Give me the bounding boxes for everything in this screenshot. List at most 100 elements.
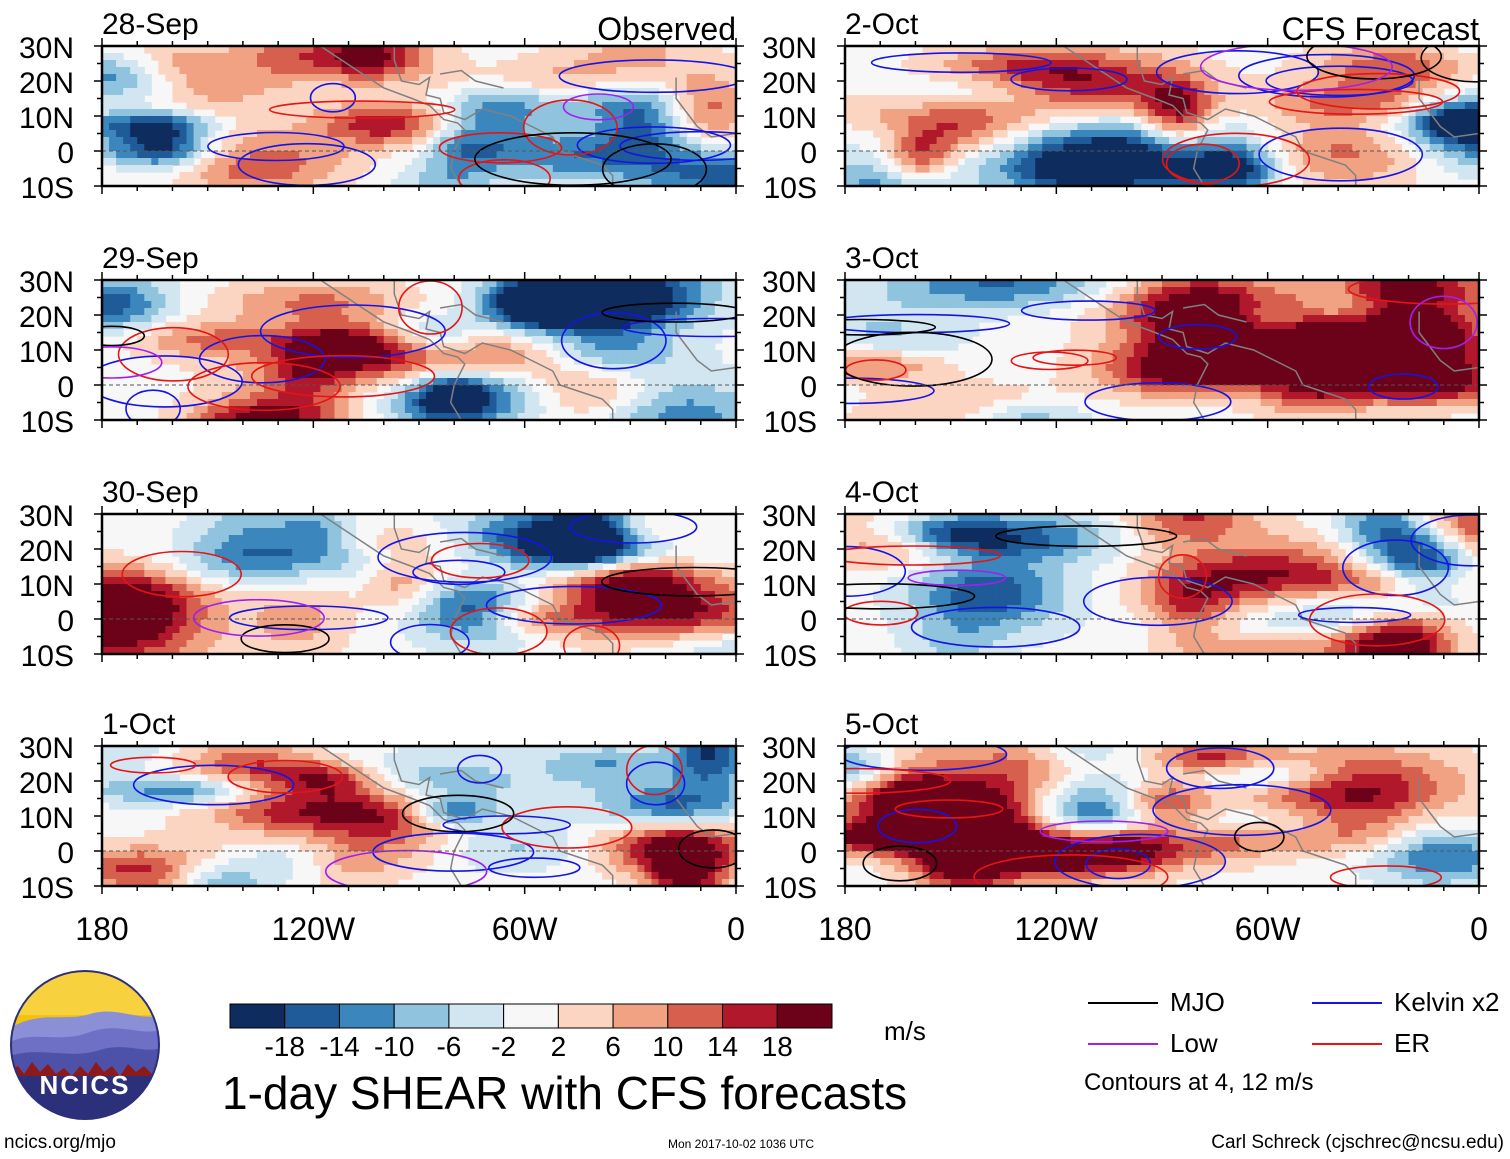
shear-cell bbox=[693, 294, 702, 302]
shear-cell bbox=[559, 81, 568, 89]
shear-cell bbox=[630, 598, 638, 606]
shear-cell bbox=[292, 591, 300, 599]
shear-cell bbox=[686, 67, 695, 75]
shear-cell bbox=[123, 563, 131, 571]
shear-cell bbox=[242, 343, 251, 351]
shear-cell bbox=[566, 172, 575, 180]
shear-cell bbox=[242, 619, 251, 627]
shear-cell bbox=[454, 605, 462, 613]
shear-cell bbox=[137, 95, 145, 103]
shear-cell bbox=[552, 598, 561, 606]
shear-cell bbox=[376, 280, 385, 288]
shear-cell bbox=[249, 647, 258, 654]
shear-cell bbox=[419, 151, 427, 159]
shear-cell bbox=[693, 605, 702, 613]
shear-cell bbox=[109, 591, 117, 599]
shear-cell bbox=[440, 406, 448, 414]
shear-cell bbox=[221, 308, 230, 316]
shear-cell bbox=[271, 542, 279, 550]
shear-cell bbox=[693, 336, 702, 344]
shear-cell bbox=[630, 315, 638, 323]
shear-cell bbox=[397, 563, 406, 571]
shear-cell bbox=[214, 357, 223, 365]
shear-cell bbox=[588, 67, 596, 75]
shear-cell bbox=[102, 612, 110, 620]
shear-cell bbox=[376, 371, 385, 379]
shear-cell bbox=[292, 95, 300, 103]
shear-cell bbox=[552, 563, 561, 571]
shear-cell bbox=[348, 514, 357, 522]
shear-cell bbox=[707, 294, 716, 302]
shear-cell bbox=[172, 612, 181, 620]
shear-cell bbox=[433, 633, 441, 641]
shear-cell bbox=[482, 406, 491, 414]
shear-cell bbox=[482, 350, 491, 358]
shear-cell bbox=[693, 392, 702, 400]
shear-cell bbox=[179, 570, 188, 578]
shear-cell bbox=[376, 74, 385, 82]
shear-cell bbox=[355, 123, 364, 131]
shear-cell bbox=[426, 626, 434, 634]
shear-cell bbox=[602, 570, 610, 578]
shear-cell bbox=[207, 336, 216, 344]
shear-cell bbox=[440, 179, 448, 186]
shear-cell bbox=[123, 570, 131, 578]
shear-cell bbox=[256, 81, 265, 89]
shear-cell bbox=[672, 619, 681, 627]
shear-cell bbox=[531, 315, 540, 323]
shear-cell bbox=[271, 151, 279, 159]
shear-cell bbox=[271, 294, 279, 302]
shear-cell bbox=[517, 301, 526, 309]
shear-cell bbox=[679, 746, 688, 754]
shear-cell bbox=[165, 123, 174, 131]
shear-cell bbox=[306, 406, 314, 414]
shear-cell bbox=[419, 95, 427, 103]
shear-cell bbox=[200, 123, 209, 131]
shear-cell bbox=[566, 577, 575, 585]
shear-cell bbox=[327, 158, 336, 166]
shear-cell bbox=[588, 577, 596, 585]
shear-cell bbox=[602, 385, 610, 393]
shear-cell bbox=[228, 109, 237, 117]
shear-cell bbox=[665, 179, 674, 186]
coastline bbox=[675, 311, 736, 372]
shear-cell bbox=[468, 598, 476, 606]
shear-cell bbox=[672, 378, 681, 386]
shear-cell bbox=[130, 605, 138, 613]
shear-cell bbox=[573, 95, 582, 103]
shear-cell bbox=[559, 371, 568, 379]
shear-cell bbox=[637, 633, 646, 641]
shear-cell bbox=[721, 172, 730, 180]
shear-cell bbox=[538, 294, 547, 302]
shear-cell bbox=[573, 158, 582, 166]
shear-cell bbox=[123, 612, 131, 620]
shear-cell bbox=[644, 406, 653, 414]
shear-cell bbox=[355, 46, 364, 54]
shear-cell bbox=[271, 612, 279, 620]
shear-cell bbox=[292, 308, 300, 316]
shear-cell bbox=[510, 591, 519, 599]
shear-cell bbox=[503, 88, 512, 96]
shear-cell bbox=[552, 81, 561, 89]
shear-cell bbox=[348, 528, 357, 536]
shear-cell bbox=[700, 116, 709, 124]
shear-cell bbox=[447, 591, 455, 599]
shear-cell bbox=[151, 280, 159, 288]
shear-cell bbox=[334, 165, 343, 173]
shear-cell bbox=[468, 294, 476, 302]
shear-cell bbox=[609, 746, 617, 754]
shear-cell bbox=[461, 392, 469, 400]
shear-cell bbox=[482, 413, 491, 420]
shear-cell bbox=[404, 406, 413, 414]
shear-cell bbox=[693, 612, 702, 620]
shear-cell bbox=[419, 406, 427, 414]
shear-cell bbox=[355, 413, 364, 420]
shear-cell bbox=[102, 60, 110, 68]
shear-cell bbox=[630, 619, 638, 627]
shear-cell bbox=[102, 640, 110, 648]
shear-cell bbox=[433, 350, 441, 358]
shear-cell bbox=[440, 612, 448, 620]
shear-cell bbox=[644, 371, 653, 379]
shear-cell bbox=[573, 570, 582, 578]
shear-cell bbox=[390, 67, 399, 75]
